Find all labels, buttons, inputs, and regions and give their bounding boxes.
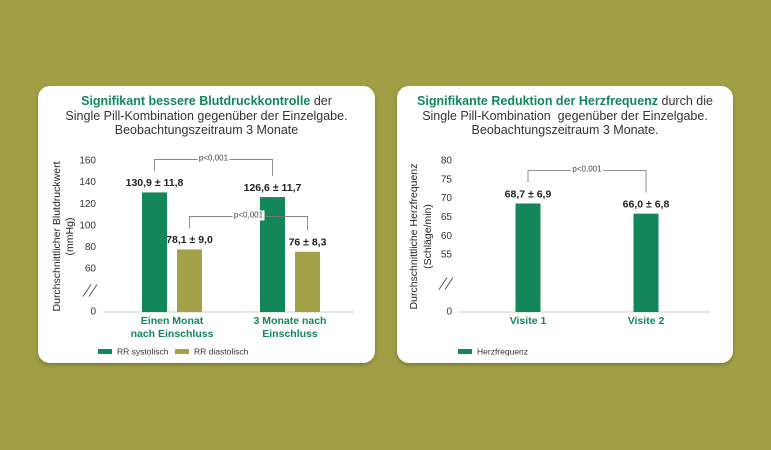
y-axis-label: (Schläge/min) bbox=[422, 204, 434, 269]
x-tick-label: Visite 2 bbox=[627, 315, 665, 327]
legend-swatch bbox=[175, 349, 189, 354]
title-highlight: Signifikante Reduktion der Herzfrequenz bbox=[417, 94, 659, 108]
subtitle: Single Pill-Kombination gegenüber der Ei… bbox=[65, 108, 348, 123]
legend-label: RR systolisch bbox=[117, 346, 169, 356]
value-label: 126,6 ± 11,7 bbox=[244, 182, 302, 194]
y-axis-label: Durchschnittlicher Blutdruckwert bbox=[51, 161, 63, 311]
title-box: Signifikante Reduktion der Herzfrequenz … bbox=[397, 94, 733, 138]
x-tick-box: 3 Monate nach Einschluss bbox=[253, 315, 327, 340]
annotation-bg bbox=[571, 164, 603, 175]
axis-break bbox=[444, 277, 454, 290]
y-tick-label: 60 bbox=[441, 231, 453, 242]
value-label: 130,9 ± 11,8 bbox=[126, 177, 184, 189]
y-tick-label: 75 bbox=[441, 174, 453, 185]
x-tick-label: 3 Monate nach Einschluss bbox=[253, 315, 327, 340]
y-axis-label: (mmHg) bbox=[64, 218, 76, 256]
axis-break bbox=[82, 284, 92, 297]
y-tick-label: 80 bbox=[441, 156, 453, 167]
axis-break bbox=[438, 277, 448, 290]
y-tick-label: 0 bbox=[446, 307, 452, 318]
title-text: durch die bbox=[661, 94, 713, 108]
card bbox=[38, 86, 375, 363]
y-tick-label: 60 bbox=[85, 264, 97, 275]
title-text: der bbox=[313, 94, 332, 108]
x-tick-box: Einen Monat nach Einschluss bbox=[130, 315, 214, 340]
bar bbox=[295, 251, 320, 312]
bar bbox=[633, 213, 659, 312]
title-highlight: Signifikant bessere Blutdruckkontrolle bbox=[81, 94, 311, 108]
annotation: p<0,001 bbox=[199, 154, 229, 163]
value-label: 76 ± 8,3 bbox=[289, 237, 327, 249]
x-tick-box: Visite 2 bbox=[627, 315, 665, 327]
annotation-bg bbox=[232, 210, 265, 221]
y-axis-label: Durchschnittliche Herzfrequenz bbox=[408, 164, 420, 310]
y-tick-label: 0 bbox=[90, 307, 96, 318]
subtitle: Beobachtungszeitraum 3 Monate. bbox=[471, 123, 659, 137]
annotation: p<0,001 bbox=[234, 211, 264, 220]
y-tick-label: 140 bbox=[79, 177, 96, 188]
x-tick-box: Visite 1 bbox=[509, 315, 547, 327]
subtitle: Single Pill-Kombination gegenüber der Ei… bbox=[422, 108, 708, 123]
bar bbox=[142, 192, 167, 312]
x-tick-label: Einen Monat nach Einschluss bbox=[130, 315, 214, 340]
value-label: 68,7 ± 6,9 bbox=[505, 188, 552, 200]
title-box: Signifikant bessere Blutdruckkontrolle d… bbox=[38, 94, 375, 138]
legend-label: RR diastolisch bbox=[194, 346, 249, 356]
bar bbox=[177, 249, 202, 312]
y-tick-label: 55 bbox=[441, 250, 453, 261]
y-tick-label: 65 bbox=[441, 212, 453, 223]
y-tick-label: 120 bbox=[79, 199, 96, 210]
y-tick-label: 160 bbox=[79, 156, 96, 167]
subtitle: Beobachtungszeitraum 3 Monate bbox=[114, 123, 299, 137]
title: Signifikant bessere Blutdruckkontrolle d… bbox=[38, 94, 375, 138]
legend-label: Herzfrequenz bbox=[477, 346, 528, 356]
legend-swatch bbox=[98, 349, 112, 354]
legend-swatch bbox=[458, 349, 472, 354]
value-label: 78,1 ± 9,0 bbox=[166, 234, 213, 246]
title: Signifikante Reduktion der Herzfrequenz … bbox=[397, 94, 733, 138]
y-tick-label: 70 bbox=[441, 193, 453, 204]
annotation-bg bbox=[197, 153, 230, 164]
bar bbox=[515, 203, 541, 312]
x-tick-label: Visite 1 bbox=[509, 315, 547, 327]
axis-break bbox=[88, 284, 98, 297]
y-tick-label: 80 bbox=[85, 242, 97, 253]
y-tick-label: 100 bbox=[79, 220, 96, 231]
value-label: 66,0 ± 6,8 bbox=[623, 198, 670, 210]
annotation: p<0,001 bbox=[572, 165, 602, 174]
